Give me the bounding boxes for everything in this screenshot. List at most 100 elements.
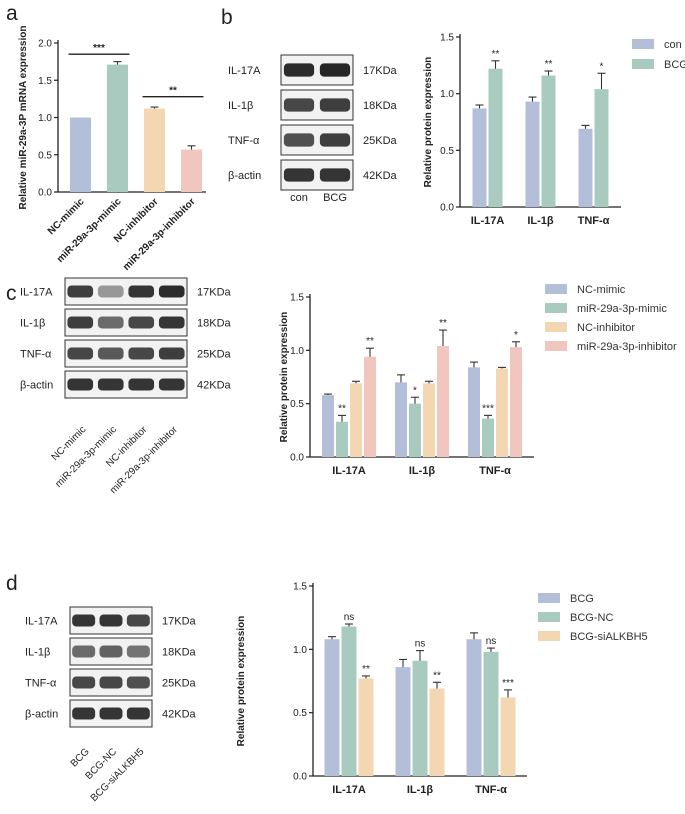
bar-b-il-17a-bcg xyxy=(488,68,503,207)
significance-mark-b: ** xyxy=(492,49,500,60)
panel-label-b: b xyxy=(221,6,233,29)
bar-b-tnf-bcg xyxy=(594,89,609,207)
blot-band-d-tnf-bcg-nc xyxy=(99,676,123,689)
blot-protein-label-d: TNF-α xyxy=(25,678,57,690)
blot-lane-label-b: con xyxy=(290,192,308,204)
bar-c-il-1-mir-29a-3p-mimic xyxy=(409,403,421,457)
legend-swatch-c-mir-29a-3p-mimic xyxy=(545,303,567,313)
bar-a-mir-29a-3p-inhibitor xyxy=(181,149,202,192)
chart-d-protein-expression: 0.0 0.5 1.0 1.5 Relative protein expression n… xyxy=(236,582,648,797)
bar-c-il-1-mir-29a-3p-inhibitor xyxy=(437,346,449,457)
y-tick-label-d: 0.0 xyxy=(293,772,307,783)
western-blot-d: IL-17A 17KDa IL-1β 18KDa TNF-α 25KDa β-actin 42… xyxy=(25,606,197,804)
blot-band-d-actin-bcg xyxy=(72,707,96,720)
blot-band-c-il-1-mir-29a-3p-mimic xyxy=(97,316,124,329)
blot-band-c-tnf-nc-mimic xyxy=(67,347,94,360)
blot-band-c-il-1-nc-inhibitor xyxy=(128,316,155,329)
bar-b-il-1-bcg xyxy=(541,75,556,208)
blot-band-d-actin-bcg-sialkbh5 xyxy=(126,707,150,720)
western-blot-b: IL-17A 17KDa IL-1β 18KDa TNF-α 25KDa β-actin 42… xyxy=(228,54,398,204)
y-tick-label-a: 1.5 xyxy=(38,76,52,87)
significance-mark-d: ns xyxy=(415,639,426,650)
panel-label-a: a xyxy=(6,2,18,25)
blot-size-label-b: 18KDa xyxy=(363,100,398,112)
legend-swatch-d-bcg-nc xyxy=(538,612,560,622)
legend-label-c-mir-29a-3p-inhibitor: miR-29a-3p-inhibitor xyxy=(577,341,677,353)
legend-swatch-b-con xyxy=(632,39,654,49)
bar-d-tnf-bcg-sialkbh5 xyxy=(500,697,516,776)
blot-size-label-b: 17KDa xyxy=(363,65,398,77)
x-category-label-c: IL-1β xyxy=(409,465,436,477)
blot-band-b-il-1-bcg xyxy=(319,98,351,112)
y-tick-label-b: 0.5 xyxy=(440,146,454,157)
bar-c-tnf-nc-inhibitor xyxy=(496,368,508,457)
y-tick-label-c: 0.5 xyxy=(290,399,304,410)
y-tick-label-a: 2.0 xyxy=(38,39,52,50)
significance-mark-b: ** xyxy=(545,59,553,70)
y-tick-label-a: 0.0 xyxy=(38,188,52,199)
blot-band-d-tnf-bcg-sialkbh5 xyxy=(126,676,150,689)
x-category-label-d: IL-1β xyxy=(407,784,434,796)
bar-c-il-17a-nc-mimic xyxy=(322,395,334,457)
panel-label-c: c xyxy=(6,282,17,305)
blot-band-c-tnf-mir-29a-3p-mimic xyxy=(97,347,124,360)
significance-mark-c: * xyxy=(514,330,518,341)
blot-band-d-il-1-bcg-sialkbh5 xyxy=(126,645,150,658)
blot-band-c-actin-nc-mimic xyxy=(67,378,94,391)
blot-size-label-c: 42KDa xyxy=(197,380,232,392)
bar-d-tnf-bcg-nc xyxy=(483,651,499,776)
bar-c-tnf-nc-mimic xyxy=(468,367,480,457)
y-tick-label-b: 0.0 xyxy=(440,203,454,214)
significance-mark-a: ** xyxy=(169,86,177,97)
bar-c-tnf-mir-29a-3p-mimic xyxy=(482,418,494,457)
legend-label-d-bcg: BCG xyxy=(570,593,594,605)
y-axis-title-b: Relative protein expression xyxy=(423,57,434,188)
blot-protein-label-b: IL-1β xyxy=(228,100,253,112)
blot-protein-label-b: IL-17A xyxy=(228,65,261,77)
bar-d-tnf-bcg xyxy=(466,639,482,776)
blot-band-b-tnf-con xyxy=(283,133,315,147)
bar-c-tnf-mir-29a-3p-inhibitor xyxy=(510,347,522,457)
blot-protein-label-c: β-actin xyxy=(20,380,53,392)
y-tick-label-d: 1.5 xyxy=(293,582,307,593)
bar-d-il-17a-bcg xyxy=(324,639,340,776)
bar-d-il-17a-bcg-nc xyxy=(341,626,357,776)
significance-mark-c: ** xyxy=(439,318,447,329)
bar-c-il-1-nc-inhibitor xyxy=(423,383,435,457)
blot-band-b-tnf-bcg xyxy=(319,133,351,147)
blot-band-c-il-17a-mir-29a-3p-mimic xyxy=(97,285,124,298)
blot-band-b-il-17a-con xyxy=(283,63,315,77)
blot-band-d-il-17a-bcg xyxy=(72,614,96,627)
blot-band-b-il-17a-bcg xyxy=(319,63,351,77)
y-axis-title-d: Relative protein expression xyxy=(236,616,247,747)
blot-band-d-tnf-bcg xyxy=(72,676,96,689)
blot-band-d-actin-bcg-nc xyxy=(99,707,123,720)
x-category-label-d: TNF-α xyxy=(475,784,507,796)
y-tick-label-d: 0.5 xyxy=(293,708,307,719)
x-category-label-d: IL-17A xyxy=(332,784,366,796)
blot-size-label-d: 25KDa xyxy=(162,678,197,690)
y-axis-title-a: Relative miR-29a-3P mRNA expression xyxy=(18,26,29,210)
chart-a-mirna-expression: 0.0 0.5 1.0 1.5 2.0 Relative miR-29a-3P mRNA … xyxy=(18,26,206,273)
blot-protein-label-c: TNF-α xyxy=(20,349,52,361)
blot-size-label-d: 42KDa xyxy=(162,709,197,721)
blot-band-c-actin-mir-29a-3p-mimic xyxy=(97,378,124,391)
bar-a-mir-29a-3p-mimic xyxy=(107,64,128,192)
y-tick-label-a: 1.0 xyxy=(38,113,52,124)
blot-lane-label-d: BCG xyxy=(69,746,92,769)
blot-band-b-actin-bcg xyxy=(319,168,351,182)
blot-band-c-il-17a-nc-mimic xyxy=(67,285,94,298)
legend-label-b-con: con xyxy=(664,39,682,51)
x-tick-label-a: miR-29a-3p-mimic xyxy=(55,196,124,265)
legend-label-c-mir-29a-3p-mimic: miR-29a-3p-mimic xyxy=(577,303,667,315)
y-axis-title-c: Relative protein expression xyxy=(279,312,290,443)
y-tick-label-b: 1.0 xyxy=(440,89,454,100)
blot-band-c-il-1-nc-mimic xyxy=(67,316,94,329)
panel-label-d: d xyxy=(6,572,18,595)
blot-protein-label-d: IL-1β xyxy=(25,647,50,659)
western-blot-c: IL-17A 17KDa IL-1β 18KDa TNF-α 25KDa β-actin 42… xyxy=(20,277,232,496)
blot-band-b-actin-con xyxy=(283,168,315,182)
blot-size-label-b: 25KDa xyxy=(363,135,398,147)
legend-swatch-c-nc-inhibitor xyxy=(545,322,567,332)
